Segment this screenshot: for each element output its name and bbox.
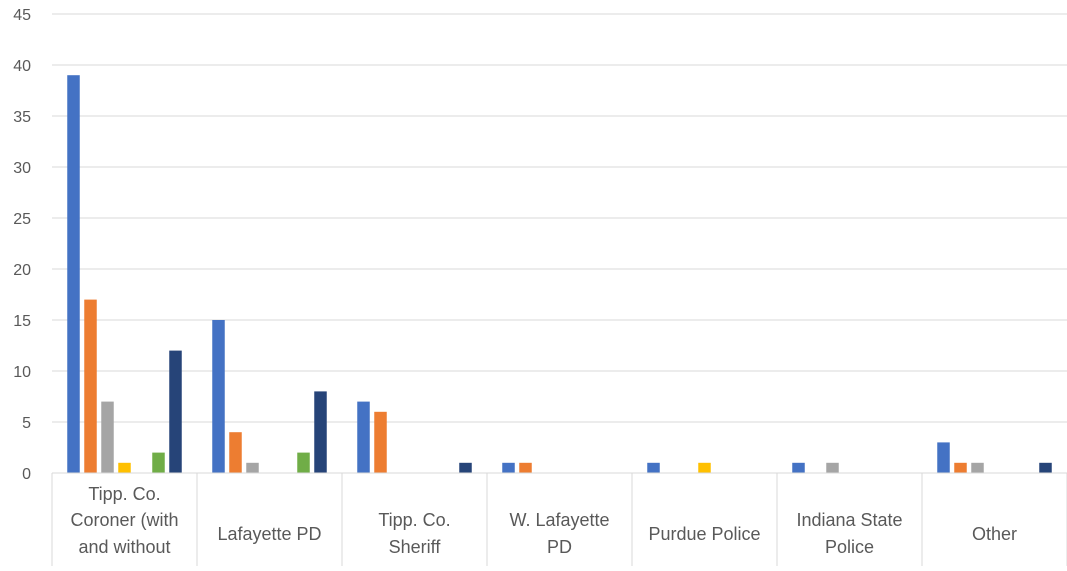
y-tick-label: 25 bbox=[13, 211, 31, 228]
y-tick-label: 30 bbox=[13, 160, 31, 177]
bar-2-6 bbox=[459, 462, 472, 473]
x-tick-label: Police bbox=[825, 537, 874, 557]
x-tick-label: Sheriff bbox=[389, 537, 442, 557]
y-tick-label: 5 bbox=[22, 415, 31, 432]
x-tick-label: and without bbox=[78, 537, 170, 557]
x-tick-label: PD bbox=[547, 537, 572, 557]
x-tick-label: Other bbox=[972, 524, 1017, 544]
y-tick-label: 45 bbox=[13, 7, 31, 24]
y-tick-label: 10 bbox=[13, 364, 31, 381]
bar-3-1 bbox=[519, 462, 532, 473]
bar-3-0 bbox=[502, 462, 515, 473]
bar-1-0 bbox=[212, 320, 225, 473]
bars bbox=[67, 75, 1052, 473]
y-tick-label: 40 bbox=[13, 58, 31, 75]
bar-5-2 bbox=[826, 462, 839, 473]
bar-4-0 bbox=[647, 462, 660, 473]
y-tick-label: 15 bbox=[13, 313, 31, 330]
bar-0-1 bbox=[84, 299, 97, 473]
bar-6-2 bbox=[971, 462, 984, 473]
bar-0-0 bbox=[67, 75, 80, 473]
x-tick-label: Purdue Police bbox=[648, 524, 760, 544]
y-axis-tick-labels: 0 5 10 15 20 25 30 35 40 45 bbox=[13, 7, 31, 483]
gridlines bbox=[52, 13, 1067, 423]
bar-6-0 bbox=[937, 442, 950, 473]
y-tick-label: 20 bbox=[13, 262, 31, 279]
bar-4-3 bbox=[698, 462, 711, 473]
x-tick-label: Tipp. Co. bbox=[88, 484, 160, 504]
x-tick-label: Indiana State bbox=[796, 510, 902, 530]
x-tick-label: Coroner (with bbox=[70, 510, 178, 530]
bar-0-2 bbox=[101, 401, 114, 473]
x-tick-label: Tipp. Co. bbox=[378, 510, 450, 530]
bar-0-5 bbox=[152, 452, 165, 473]
bar-2-1 bbox=[374, 411, 387, 473]
y-tick-label: 0 bbox=[22, 466, 31, 483]
bar-6-6 bbox=[1039, 462, 1052, 473]
y-tick-label: 35 bbox=[13, 109, 31, 126]
bar-1-5 bbox=[297, 452, 310, 473]
bar-0-3 bbox=[118, 462, 131, 473]
bar-5-0 bbox=[792, 462, 805, 473]
x-axis: Tipp. Co. Coroner (with and without Lafayet… bbox=[51, 472, 1067, 566]
bar-6-1 bbox=[954, 462, 967, 473]
bar-2-0 bbox=[357, 401, 370, 473]
bar-0-6 bbox=[169, 350, 182, 473]
bar-1-2 bbox=[246, 462, 259, 473]
x-tick-label: Lafayette PD bbox=[217, 524, 321, 544]
bar-1-1 bbox=[229, 432, 242, 473]
bar-1-6 bbox=[314, 391, 327, 473]
x-tick-label: W. Lafayette bbox=[509, 510, 609, 530]
